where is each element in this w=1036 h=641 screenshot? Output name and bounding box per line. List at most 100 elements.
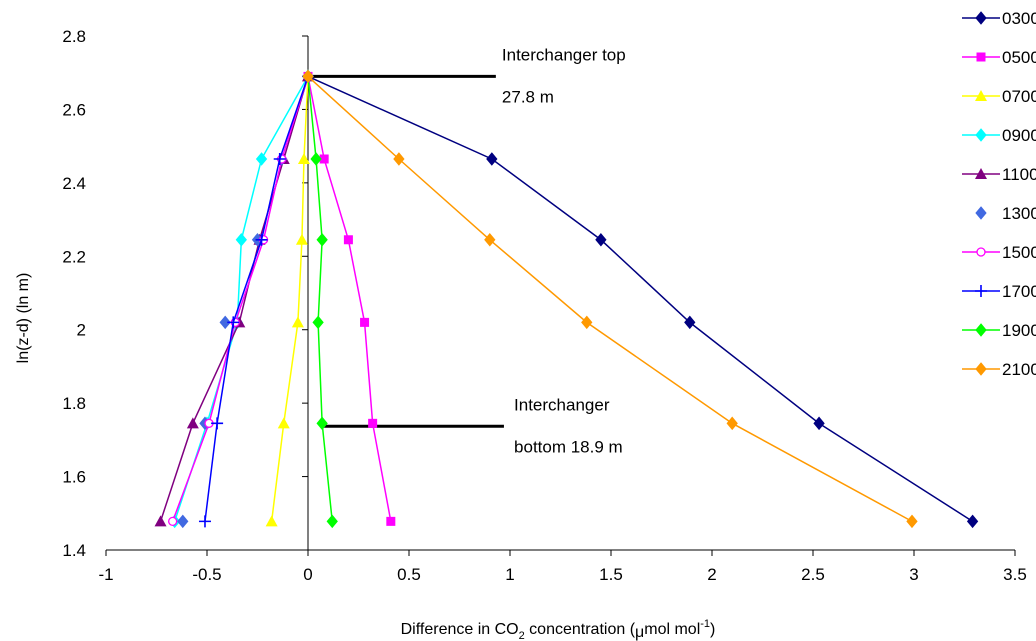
x-axis-label-sub: 2 [519,630,525,641]
data-point [255,233,268,246]
legend-marker [976,52,986,62]
legend-label: 1100 [1002,165,1036,184]
x-tick-label: 2.5 [801,565,825,584]
legend: 0300 0500 0700 0900 1100 1300 1500 1700 1900 2100 [962,9,1036,379]
legend-marker [975,90,987,101]
x-tick-label: 2 [707,565,716,584]
x-axis-label-part1: Difference in CO [401,621,519,638]
series-1900 [302,69,338,529]
series-line [173,76,309,522]
x-axis-label-sup: -1 [700,618,710,630]
data-point [154,515,167,527]
data-point [343,235,353,245]
legend-marker [975,362,987,376]
data-point [295,233,308,245]
data-point [393,152,405,166]
legend-marker [976,247,986,257]
legend-label: 1300 [1002,204,1036,223]
legend-marker [975,168,987,179]
data-point [227,316,240,329]
legend-label: 0300 [1002,9,1036,28]
data-point [198,515,211,528]
x-tick-label: -0.5 [192,565,221,584]
series-2100 [302,69,918,529]
legend-item-1100: 1100 [962,165,1036,184]
legend-item-0700: 0700 [962,87,1036,106]
legend-item-2100: 2100 [962,360,1036,379]
y-tick-label: 2.8 [62,27,86,46]
x-axis-label-part3: mol mol [644,621,700,638]
data-point [966,514,979,529]
data-point [368,418,378,428]
x-tick-label: -1 [98,565,113,584]
y-tick-label: 2.4 [62,174,86,193]
data-point [906,514,918,529]
data-point [291,316,304,328]
data-point [211,417,224,430]
legend-item-0900: 0900 [962,126,1036,145]
legend-label: 0500 [1002,48,1036,67]
data-point [486,152,498,166]
data-point [316,416,328,431]
data-point [168,516,178,527]
x-tick-label: 3 [909,565,918,584]
data-point [177,514,189,529]
series-line [307,76,333,522]
annotation-text: 27.8 m [502,87,554,106]
data-point [581,315,593,330]
legend-marker [975,128,987,142]
annotation-text: bottom 18.9 m [514,437,623,456]
x-axis-label-mu: μ [635,624,644,641]
series-line [307,75,913,523]
series-1500 [168,71,313,527]
data-point [265,515,278,527]
data-point [297,152,310,164]
legend-item-1900: 1900 [962,321,1036,340]
y-tick-label: 2.2 [62,247,86,266]
series-line [307,76,392,522]
legend-marker [975,11,987,25]
legend-label: 1500 [1002,243,1036,262]
x-tick-label: 1.5 [599,565,623,584]
legend-item-1500: 1500 [962,243,1036,262]
data-point [726,416,738,431]
series-1700 [198,70,314,528]
legend-marker [975,206,987,220]
annotations: Interchanger top 27.8 m Interchanger bottom… [308,45,626,456]
series-line [307,75,973,522]
legend-item-1300: 1300 [975,204,1036,223]
y-axis-label: ln(z-d) (ln m) [15,273,32,364]
data-point [277,417,290,429]
data-point [310,152,322,166]
axes: -1 -0.5 0 0.5 1 1.5 2 2.5 3 3.5 1.4 1.6 1.8 2 2.2 2.4 2.… [62,27,1026,584]
annotation-text: Interchanger top [502,45,626,64]
series-0700 [265,70,314,527]
annotation-text: Interchanger [514,395,610,414]
data-point [219,315,231,330]
series-0300 [302,69,979,529]
data-point [386,516,396,526]
legend-label: 1900 [1002,321,1036,340]
legend-label: 0700 [1002,87,1036,106]
legend-label: 1700 [1002,282,1036,301]
legend-item-0500: 0500 [962,48,1036,67]
y-tick-label: 1.8 [62,394,86,413]
x-tick-label: 1 [505,565,514,584]
data-point [316,232,328,247]
y-tick-label: 2.6 [62,100,86,119]
series-line [270,76,309,522]
x-tick-label: 3.5 [1003,565,1027,584]
data-point [484,232,496,247]
series-1100 [154,70,314,527]
data-point [312,315,324,330]
series-0500 [303,71,396,526]
data-point [326,514,338,529]
legend-marker [975,323,987,337]
series-layer [154,69,979,529]
x-axis-label: Difference in CO2 concentration (μmol mo… [401,618,716,641]
legend-item-0300: 0300 [962,9,1036,28]
x-tick-label: 0 [303,565,312,584]
legend-marker [975,285,987,297]
x-tick-label: 0.5 [397,565,421,584]
y-tick-label: 1.6 [62,468,86,487]
